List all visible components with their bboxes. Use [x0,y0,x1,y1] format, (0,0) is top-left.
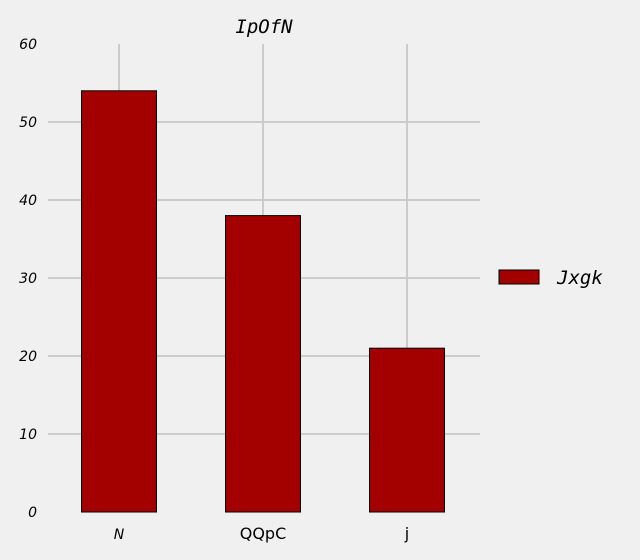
y-tick-label: 10 [19,427,37,443]
y-tick-label: 0 [28,505,37,521]
y-axis-ticks: 0 10 20 30 40 50 60 [19,37,37,521]
x-tick-label: QQpC [240,524,287,543]
legend-label: Jxgk [556,267,603,289]
y-tick-label: 50 [19,115,37,131]
legend-swatch [498,269,540,285]
bars [81,90,445,513]
y-tick-label: 30 [19,271,37,287]
x-tick-label: j [404,524,409,543]
bar-N [81,90,157,513]
y-tick-label: 60 [19,37,37,53]
y-tick-label: 40 [19,193,37,209]
bar-j [369,347,445,513]
bar-QQpC [225,215,301,513]
chart-title: IpOfN [235,16,293,38]
x-axis-ticks: N QQpC j [114,524,409,543]
y-tick-label: 20 [19,349,37,365]
x-tick-label: N [114,527,125,543]
legend: Jxgk [498,267,603,289]
